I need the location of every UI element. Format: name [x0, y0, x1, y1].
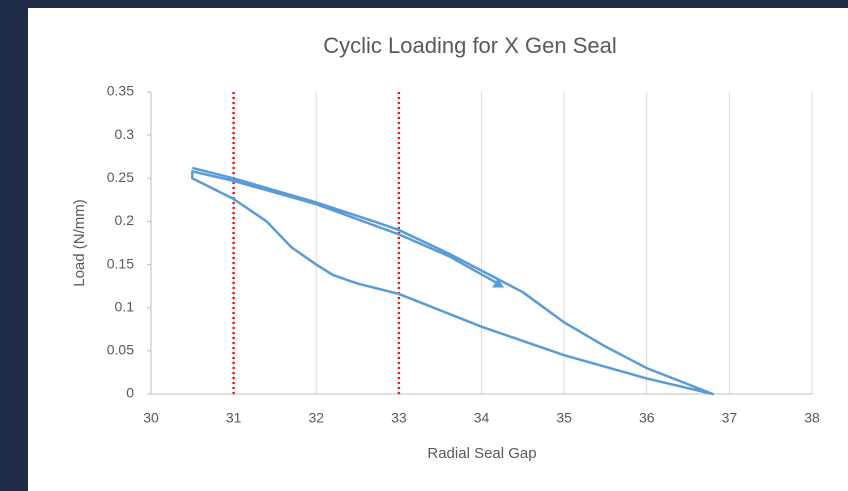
x-tick-label: 31 [226, 410, 242, 426]
y-tick-label: 0.35 [107, 83, 134, 99]
y-tick-label: 0.3 [115, 126, 135, 142]
x-tick-label: 38 [804, 410, 820, 426]
end-marker [492, 278, 505, 288]
y-tick-label: 0.15 [107, 255, 134, 271]
chart-title: Cyclic Loading for X Gen Seal [323, 33, 617, 58]
y-tick-label: 0.25 [107, 169, 134, 185]
x-tick-label: 37 [722, 410, 738, 426]
y-tick-label: 0.05 [107, 342, 134, 358]
y-tick-label: 0.1 [115, 298, 135, 314]
x-tick-label: 34 [474, 410, 490, 426]
x-tick-label: 33 [391, 410, 407, 426]
x-tick-label: 30 [143, 410, 159, 426]
x-axis-title: Radial Seal Gap [427, 445, 536, 462]
y-tick-label: 0 [126, 385, 134, 401]
x-tick-label: 32 [308, 410, 324, 426]
x-tick-label: 35 [556, 410, 572, 426]
data-line [191, 166, 715, 396]
x-tick-label: 36 [639, 410, 655, 426]
y-tick-label: 0.2 [115, 212, 135, 228]
y-axis-title: Load (N/mm) [71, 199, 88, 287]
